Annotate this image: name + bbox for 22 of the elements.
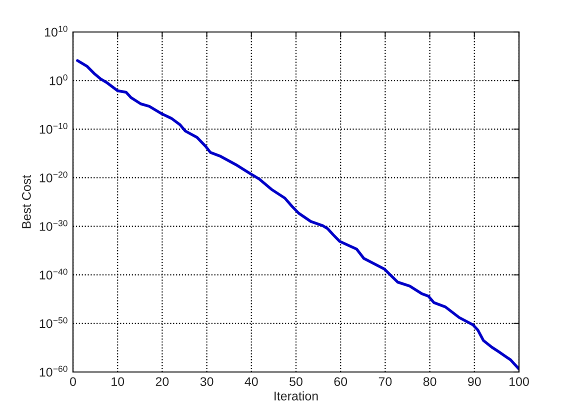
- y-tick-label: 10$^{−10}$: [40, 122, 68, 134]
- x-tick-label: 100: [510, 377, 529, 386]
- y-tick-label: 10$^{−20}$: [40, 171, 68, 182]
- x-tick-label: 90: [468, 377, 481, 386]
- x-tick-label: 20: [156, 377, 169, 386]
- y-tick-label: 10$^{−50}$: [40, 317, 68, 328]
- x-tick-label: 30: [200, 377, 214, 386]
- x-tick-label: 70: [378, 377, 392, 386]
- x-axis-title: Iteration: [274, 391, 318, 400]
- y-tick-label: 10$^{−60}$: [40, 366, 68, 377]
- y-tick-label: 10$^{10}$: [44, 26, 68, 37]
- y-tick-label: 10$^{0}$: [50, 74, 68, 86]
- x-tick-label: 10: [112, 377, 124, 386]
- y-tick-label: 10$^{−30}$: [40, 220, 68, 231]
- y-tick-label: 10$^{−40}$: [40, 268, 68, 280]
- x-tick-label: 50: [290, 377, 302, 386]
- x-tick-label: 40: [244, 377, 258, 386]
- line-series: [76, 59, 519, 370]
- x-tick-label: 0: [70, 377, 76, 386]
- y-axis-title: Best Cost: [22, 175, 31, 228]
- x-tick-label: 80: [423, 377, 436, 386]
- x-tick-label: 60: [334, 377, 348, 386]
